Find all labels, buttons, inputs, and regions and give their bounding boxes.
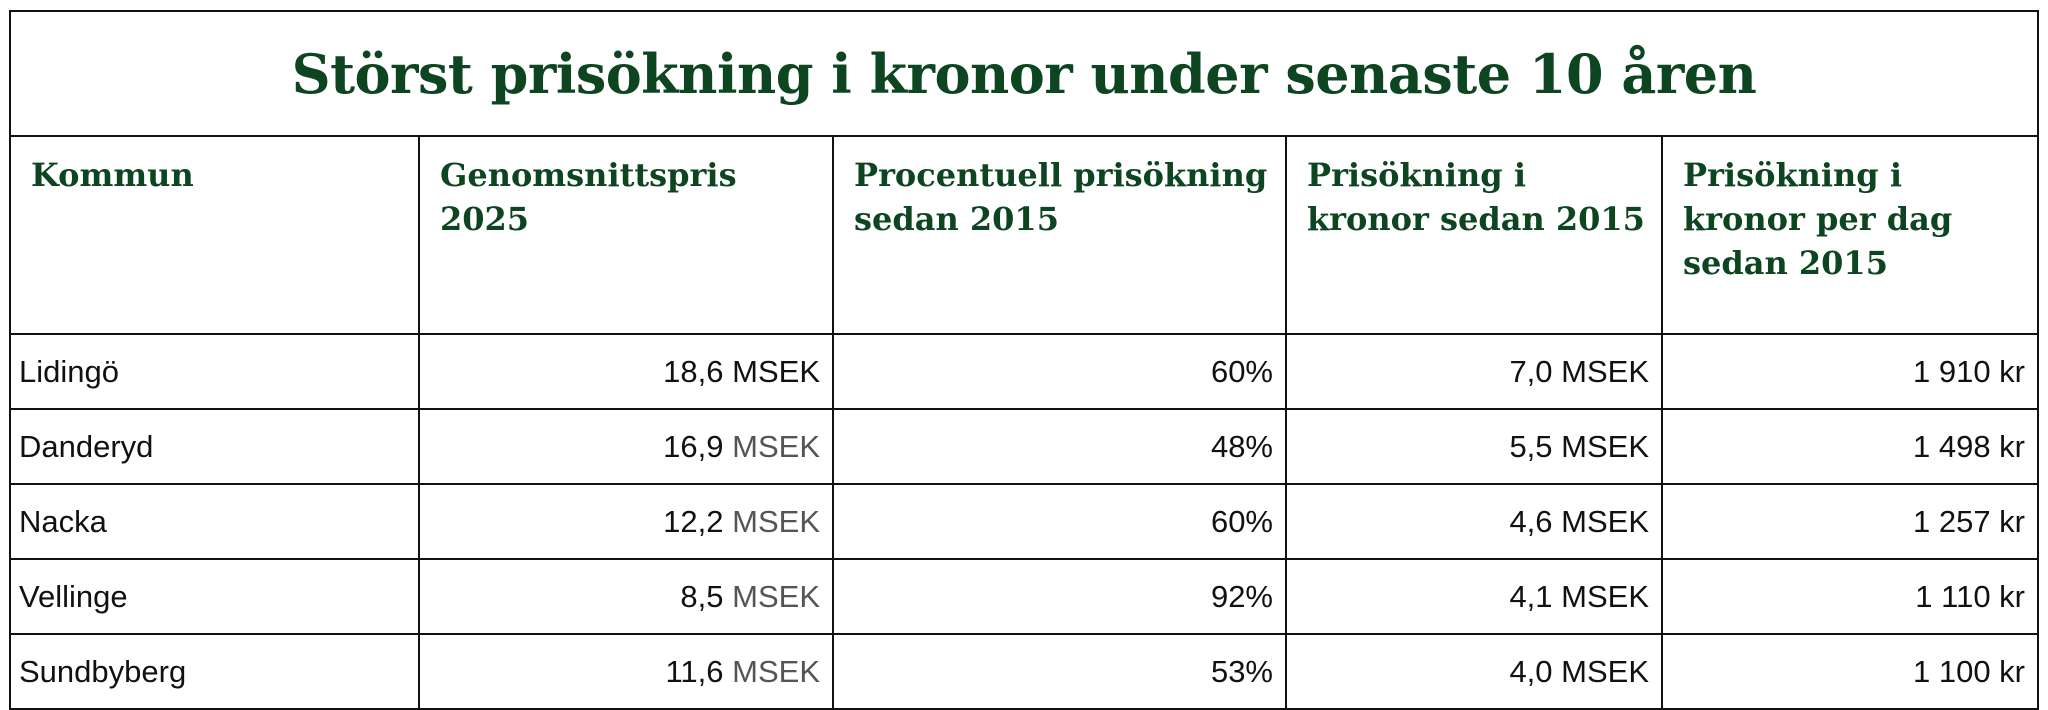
cell-kommun: Lidingö <box>9 333 420 410</box>
pris-value: 11,6 <box>665 653 724 689</box>
header-kommun: Kommun <box>9 135 420 335</box>
cell-pris: 8,5 MSEK <box>418 558 834 635</box>
pris-unit: MSEK <box>732 503 820 539</box>
cell-pris: 18,6 MSEK <box>418 333 834 410</box>
cell-per-dag: 1 910 kr <box>1661 333 2039 410</box>
cell-procent: 60% <box>832 333 1287 410</box>
header-row: Kommun Genomsnittspris 2025 Procentuell … <box>9 135 2039 335</box>
table-row: Nacka 12,2 MSEK 60% 4,6 MSEK 1 257 kr <box>9 483 2039 560</box>
cell-pris: 16,9 MSEK <box>418 408 834 485</box>
table-row: Lidingö 18,6 MSEK 60% 7,0 MSEK 1 910 kr <box>9 333 2039 410</box>
pris-value: 16,9 <box>663 428 724 464</box>
cell-per-dag: 1 498 kr <box>1661 408 2039 485</box>
pris-value: 18,6 <box>663 353 724 389</box>
cell-kommun: Nacka <box>9 483 420 560</box>
pris-value: 12,2 <box>663 503 724 539</box>
cell-procent: 48% <box>832 408 1287 485</box>
table-title: Störst prisökning i kronor under senaste… <box>9 10 2039 137</box>
cell-pris: 11,6 MSEK <box>418 633 834 710</box>
cell-pris: 12,2 MSEK <box>418 483 834 560</box>
cell-procent: 53% <box>832 633 1287 710</box>
header-prisokning-kronor: Prisökning i kronor sedan 2015 <box>1285 135 1663 335</box>
header-procentuell: Procentuell prisökning sedan 2015 <box>832 135 1287 335</box>
table-row: Danderyd 16,9 MSEK 48% 5,5 MSEK 1 498 kr <box>9 408 2039 485</box>
pris-unit: MSEK <box>732 578 820 614</box>
cell-okning: 4,6 MSEK <box>1285 483 1663 560</box>
cell-okning: 4,0 MSEK <box>1285 633 1663 710</box>
cell-procent: 92% <box>832 558 1287 635</box>
table-row: Sundbyberg 11,6 MSEK 53% 4,0 MSEK 1 100 … <box>9 633 2039 710</box>
header-genomsnittspris: Genomsnittspris 2025 <box>418 135 834 335</box>
cell-okning: 7,0 MSEK <box>1285 333 1663 410</box>
cell-per-dag: 1 100 kr <box>1661 633 2039 710</box>
cell-okning: 5,5 MSEK <box>1285 408 1663 485</box>
price-increase-table: Störst prisökning i kronor under senaste… <box>9 10 2039 710</box>
cell-per-dag: 1 110 kr <box>1661 558 2039 635</box>
cell-per-dag: 1 257 kr <box>1661 483 2039 560</box>
cell-procent: 60% <box>832 483 1287 560</box>
cell-kommun: Vellinge <box>9 558 420 635</box>
title-row: Störst prisökning i kronor under senaste… <box>9 10 2039 137</box>
pris-unit: MSEK <box>732 653 820 689</box>
pris-unit: MSEK <box>732 428 820 464</box>
cell-okning: 4,1 MSEK <box>1285 558 1663 635</box>
header-per-dag: Prisökning i kronor per dag sedan 2015 <box>1661 135 2039 335</box>
cell-kommun: Danderyd <box>9 408 420 485</box>
table-row: Vellinge 8,5 MSEK 92% 4,1 MSEK 1 110 kr <box>9 558 2039 635</box>
pris-value: 8,5 <box>680 578 724 614</box>
pris-unit: MSEK <box>732 353 820 389</box>
cell-kommun: Sundbyberg <box>9 633 420 710</box>
